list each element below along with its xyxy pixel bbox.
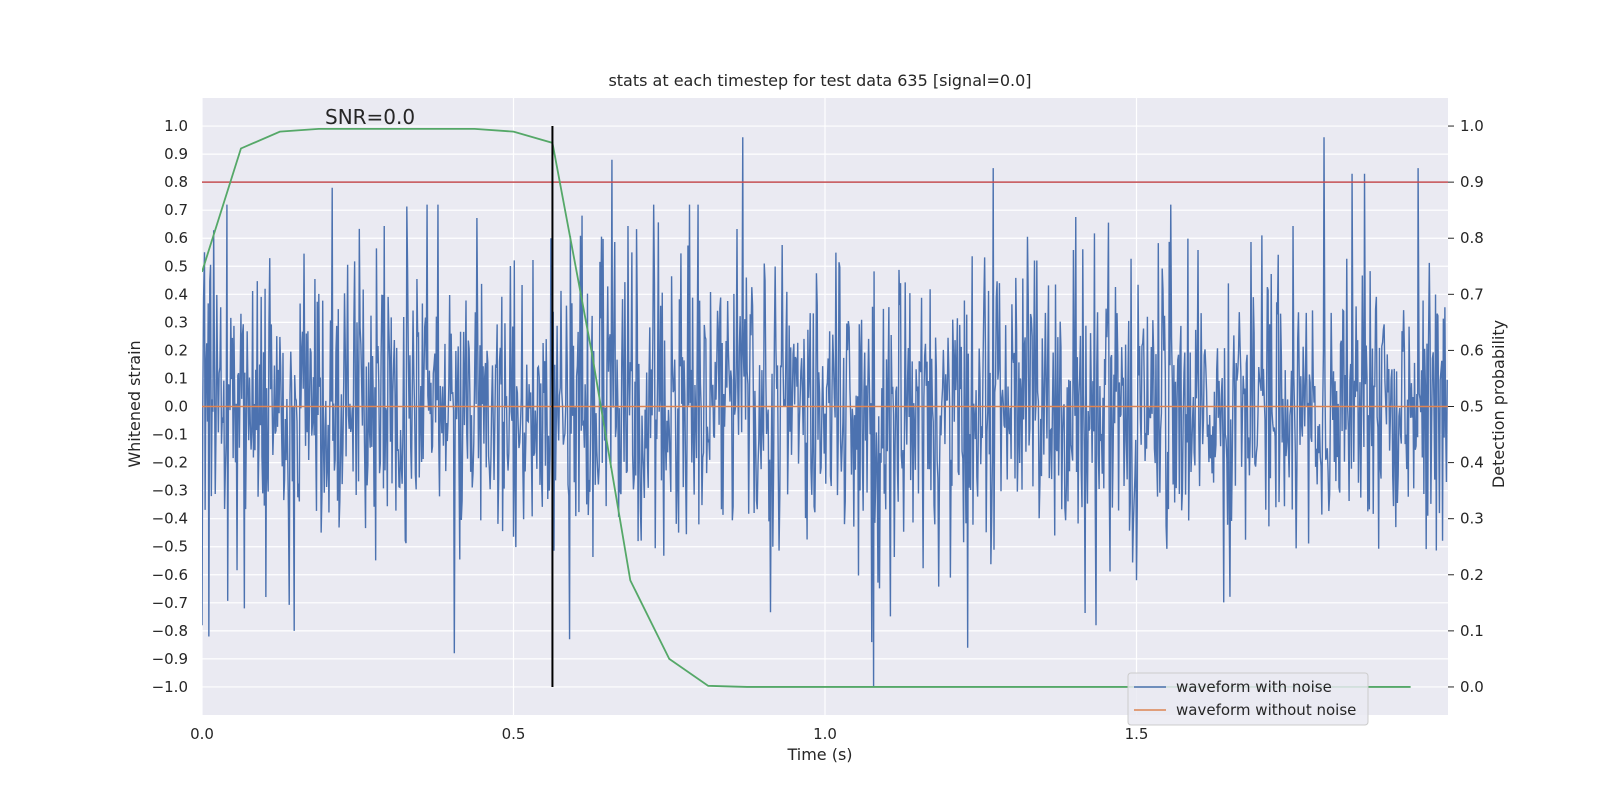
y-tick-label-left: −0.7: [152, 594, 188, 612]
y-tick-label-left: −0.3: [152, 482, 188, 500]
series-group: [202, 126, 1448, 688]
y-tick-label-right: 0.2: [1460, 566, 1484, 584]
y-tick-label-right: 0.6: [1460, 341, 1484, 359]
y-tick-label-left: −0.6: [152, 566, 188, 584]
y-tick-label-left: −0.9: [152, 650, 188, 668]
left-axis-ticks: 1.0 0.9 0.8 0.7 0.6 0.5 0.4 0.3 0.2 0.1 0.0 −0.1 −0.…: [152, 117, 188, 696]
y-tick-label-left: −1.0: [152, 678, 188, 696]
y-tick-label-left: 0.4: [164, 285, 188, 303]
y-tick-label-left: 0.5: [164, 257, 188, 275]
y-tick-label-left: −0.1: [152, 426, 188, 444]
y-tick-label-left: 0.2: [164, 341, 188, 359]
y-tick-label-right: 0.8: [1460, 229, 1484, 247]
x-axis-ticks: 0.0 0.5 1.0 1.5: [190, 725, 1148, 743]
y-tick-label-left: −0.2: [152, 454, 188, 472]
y-tick-label-left: 0.6: [164, 229, 188, 247]
y-tick-label-left: 0.9: [164, 145, 188, 163]
legend: waveform with noise waveform without noi…: [1127, 672, 1369, 726]
y-tick-label-left: 0.7: [164, 201, 188, 219]
y-tick-label-right: 1.0: [1460, 117, 1484, 135]
y-tick-label-left: 1.0: [164, 117, 188, 135]
snr-annotation: SNR=0.0: [325, 105, 415, 129]
legend-label-clean: waveform without noise: [1176, 701, 1356, 719]
y-tick-label-right: 0.3: [1460, 510, 1484, 528]
y-tick-label-right: 0.1: [1460, 622, 1484, 640]
y-axis-title-right: Detection probability: [1489, 320, 1508, 488]
x-tick-label: 1.5: [1125, 725, 1149, 743]
plot-area: [202, 126, 1448, 688]
y-tick-label-left: 0.0: [164, 398, 188, 416]
y-tick-label-right: 0.4: [1460, 454, 1484, 472]
chart-title: stats at each timestep for test data 635…: [608, 71, 1031, 90]
y-tick-label-left: 0.3: [164, 313, 188, 331]
x-tick-label: 0.0: [190, 725, 214, 743]
y-tick-label-left: 0.8: [164, 173, 188, 191]
y-tick-label-left: −0.4: [152, 510, 188, 528]
y-axis-title-left: Whitened strain: [125, 340, 144, 467]
right-axis-ticks: 1.0 0.9 0.8 0.7 0.6 0.5 0.4 0.3 0.2 0.1 0.0: [1448, 117, 1484, 696]
legend-box: [1127, 672, 1369, 726]
y-tick-label-left: 0.1: [164, 369, 188, 387]
y-tick-label-left: −0.8: [152, 622, 188, 640]
legend-label-noise: waveform with noise: [1176, 678, 1332, 696]
y-tick-label-left: −0.5: [152, 538, 188, 556]
y-tick-label-right: 0.7: [1460, 285, 1484, 303]
series-line-waveform-with-noise: [202, 137, 1448, 687]
y-tick-label-right: 0.5: [1460, 398, 1484, 416]
y-tick-label-right: 0.0: [1460, 678, 1484, 696]
y-tick-label-right: 0.9: [1460, 173, 1484, 191]
x-tick-label: 0.5: [502, 725, 526, 743]
x-tick-label: 1.0: [813, 725, 837, 743]
x-axis-title: Time (s): [786, 745, 852, 764]
